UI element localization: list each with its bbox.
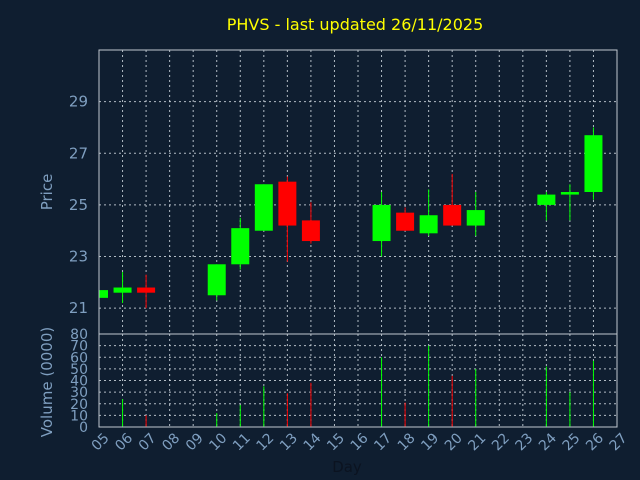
x-tick-label: 23: [513, 430, 537, 454]
volume-tick-label: 80: [70, 327, 88, 343]
price-tick-label: 25: [69, 196, 88, 214]
x-tick-label: 22: [489, 430, 513, 454]
candle-body: [537, 194, 556, 205]
price-tick-label: 23: [69, 248, 88, 266]
x-tick-label: 14: [301, 430, 325, 454]
volume-tick-label: 30: [70, 385, 88, 401]
candle-body: [301, 220, 320, 242]
price-panel: 21 23 25 27 29: [69, 49, 618, 335]
candle-body: [466, 210, 485, 226]
candle-body: [372, 204, 391, 242]
x-tick-label: 15: [324, 430, 348, 454]
x-tick-label: 12: [254, 430, 278, 454]
x-tick-label: 08: [159, 430, 183, 454]
volume-axis-label: Volume (0000): [38, 327, 56, 437]
x-tick-label: 07: [136, 430, 160, 454]
price-axis-label: Price: [38, 174, 56, 211]
candle-body: [278, 181, 297, 226]
candle-body: [419, 215, 438, 234]
candle-body: [231, 228, 250, 265]
x-tick-label: 27: [607, 430, 631, 454]
volume-tick-label: 50: [70, 362, 88, 378]
x-tick-label: 05: [89, 430, 113, 454]
x-tick-label: 11: [230, 430, 254, 454]
x-axis: 05 06 07 08 09 10 11 12 13 14 15 16 17 18 19 20 21 22 23 24…: [89, 430, 631, 454]
volume-tick-label: 40: [70, 374, 88, 390]
candle-body: [254, 184, 273, 231]
volume-tick-label: 60: [70, 350, 88, 366]
candle-body: [137, 287, 156, 293]
x-tick-label: 24: [536, 430, 560, 454]
candle-body: [113, 287, 132, 293]
price-tick-label: 29: [69, 93, 88, 111]
candle-body: [560, 192, 579, 195]
x-tick-label: 17: [371, 430, 395, 454]
candle-body: [99, 290, 108, 298]
candle-body: [584, 135, 603, 192]
price-tick-label: 27: [69, 144, 88, 162]
volume-tick-label: 10: [70, 408, 88, 424]
x-tick-label: 06: [112, 430, 136, 454]
x-tick-label: 25: [560, 430, 584, 454]
candle-body: [207, 264, 226, 296]
candle-body: [396, 212, 415, 231]
candle-body: [443, 204, 462, 226]
volume-frame: [98, 333, 618, 428]
x-tick-label: 18: [395, 430, 419, 454]
volume-tick-label: 20: [70, 397, 88, 413]
volume-tick-label: 70: [70, 339, 88, 355]
x-tick-label: 19: [418, 430, 442, 454]
x-tick-label: 21: [465, 430, 489, 454]
volume-tick-label: 0: [79, 420, 88, 436]
x-tick-label: 13: [277, 430, 301, 454]
x-axis-label: Day: [332, 458, 362, 476]
price-tick-label: 21: [69, 299, 88, 317]
x-tick-label: 09: [183, 430, 207, 454]
x-tick-label: 20: [442, 430, 466, 454]
x-tick-label: 16: [348, 430, 372, 454]
chart-title: PHVS - last updated 26/11/2025: [227, 15, 484, 34]
x-tick-label: 10: [206, 430, 230, 454]
x-tick-label: 26: [583, 430, 607, 454]
